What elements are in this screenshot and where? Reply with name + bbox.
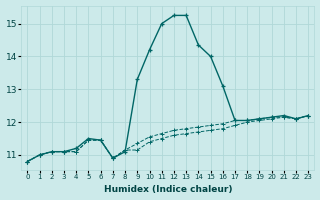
X-axis label: Humidex (Indice chaleur): Humidex (Indice chaleur) [104,185,232,194]
